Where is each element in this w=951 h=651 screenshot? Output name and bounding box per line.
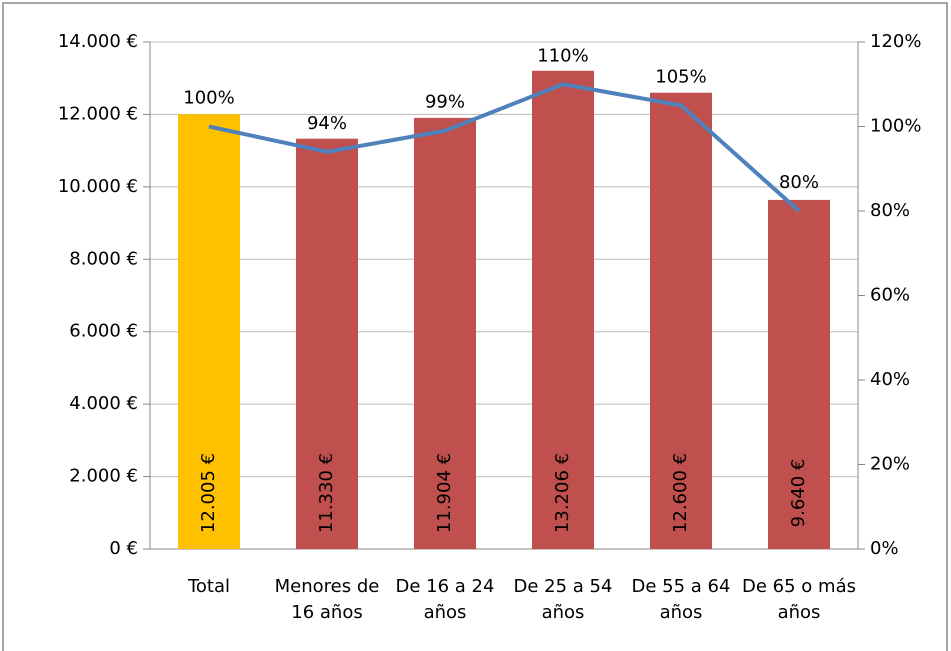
y2-tick-label: 0% [870, 538, 899, 559]
line-value-label: 99% [425, 92, 465, 113]
line-value-label: 94% [307, 113, 347, 134]
line-value-label: 100% [183, 88, 234, 109]
bar-value-label: 11.904 € [434, 453, 455, 533]
x-tick-label: De 16 a 24 años [395, 576, 495, 623]
y2-tick-label: 80% [870, 200, 910, 221]
y-tick-label: 4.000 € [69, 393, 138, 414]
bar-value-label: 13.206 € [552, 453, 573, 533]
bar [768, 199, 830, 549]
x-tick-label: Menores de 16 años [274, 576, 380, 623]
bar-value-label: 12.005 € [198, 453, 219, 533]
y-tick-label: 8.000 € [69, 248, 138, 269]
x-tick-label: De 55 a 64 años [631, 576, 731, 623]
y-tick-label: 14.000 € [58, 31, 138, 52]
y-tick-label: 2.000 € [69, 466, 138, 487]
y2-tick-label: 120% [870, 31, 921, 52]
line [208, 82, 801, 213]
y2-tick-label: 100% [870, 116, 921, 137]
bar [296, 138, 358, 549]
bar [178, 114, 240, 549]
x-tick-label: Total [187, 576, 231, 597]
y-tick-label: 0 € [109, 538, 138, 559]
bar [650, 92, 712, 549]
bar-value-label: 11.330 € [316, 453, 337, 533]
y-tick-label: 12.000 € [58, 103, 138, 124]
line-value-label: 110% [537, 45, 588, 66]
y2-tick-label: 60% [870, 285, 910, 306]
line-value-label: 80% [779, 172, 819, 193]
x-tick-label: De 25 a 54 años [513, 576, 613, 623]
bar-value-label: 9.640 € [788, 459, 809, 528]
bar [532, 70, 594, 549]
x-tick-label: De 65 o más años [742, 576, 856, 623]
y2-tick-label: 20% [870, 454, 910, 475]
bar [414, 117, 476, 549]
y-tick-label: 10.000 € [58, 176, 138, 197]
y2-tick-label: 40% [870, 369, 910, 390]
line-value-label: 105% [655, 66, 706, 87]
y-tick-label: 6.000 € [69, 321, 138, 342]
bar-value-label: 12.600 € [670, 453, 691, 533]
